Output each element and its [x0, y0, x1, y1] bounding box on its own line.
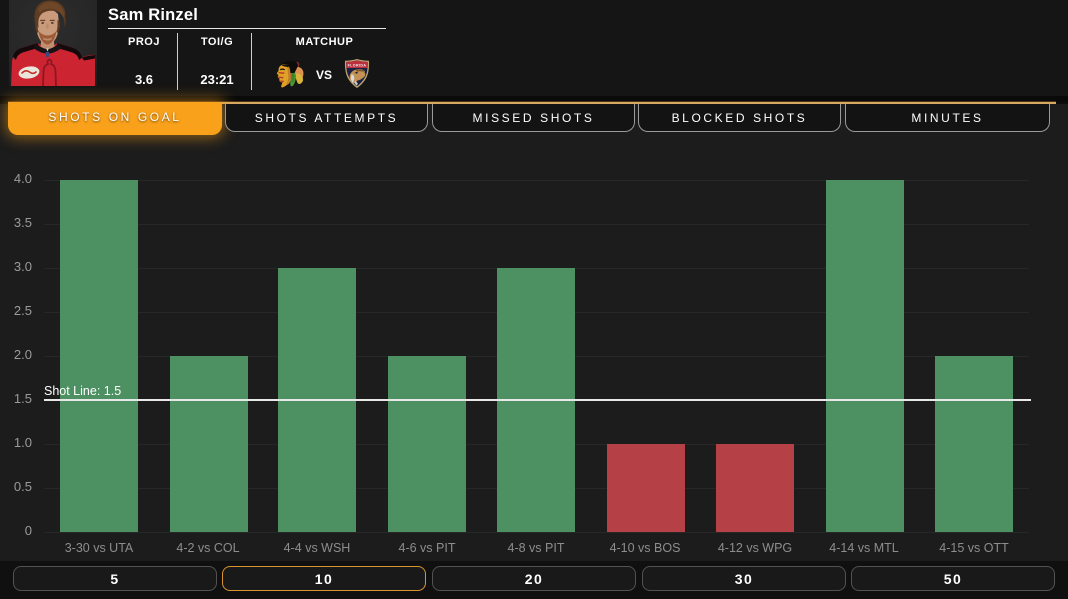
svg-text:FLORIDA: FLORIDA	[348, 63, 367, 67]
